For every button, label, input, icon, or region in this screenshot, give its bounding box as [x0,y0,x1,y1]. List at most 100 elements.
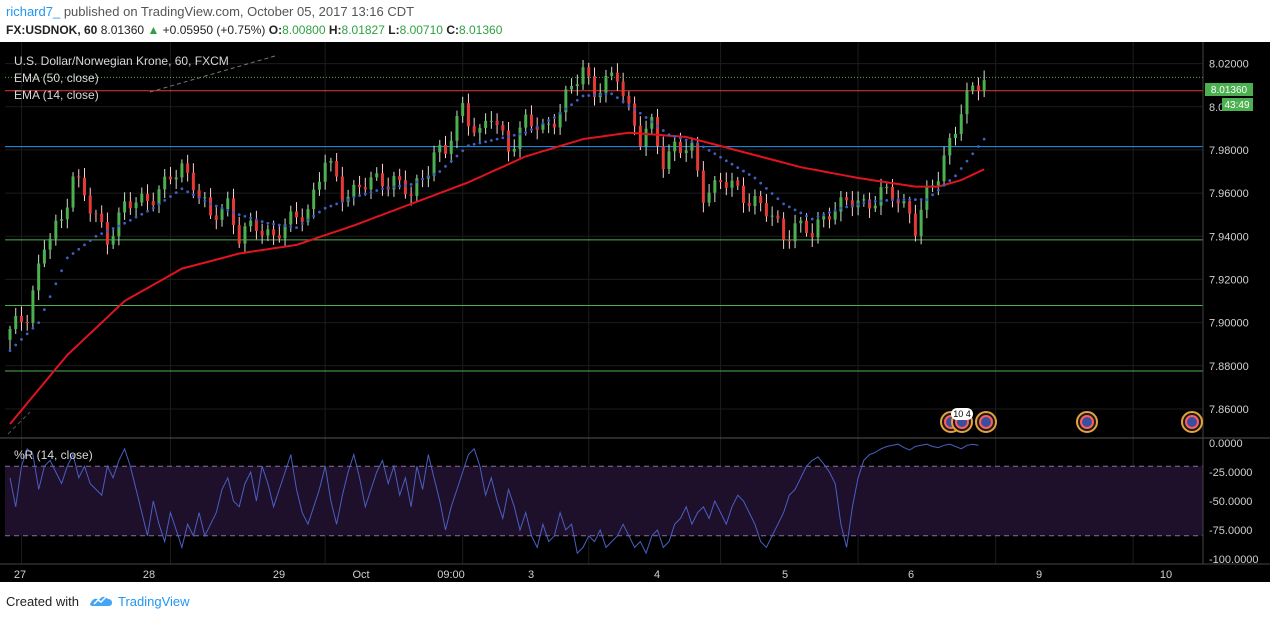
ema14-dot [220,206,224,210]
ema14-dot [713,152,717,156]
candle-body [822,216,826,220]
candle-body [312,189,316,210]
wr-tick-label: -25.0000 [1209,467,1252,479]
ema14-dot [696,142,700,145]
ema14-dot [295,226,298,230]
ema14-dot [432,172,436,176]
ema14-dot [484,140,488,144]
time-tick-label: 28 [143,569,155,581]
candle-body [570,86,574,90]
candle-body [191,172,195,191]
candle-body [48,238,52,250]
candle-body [638,125,642,147]
ema14-dot [936,188,940,192]
candle-body [799,220,803,224]
ema14-dot [88,239,92,242]
ema14-dot [71,252,75,255]
ema14-dot [123,221,127,225]
candle-body [163,176,167,190]
ema14-dot [106,229,109,233]
ema14-dot [111,227,115,230]
ema14-dot [530,128,533,132]
author-link[interactable]: richard7_ [6,4,61,19]
candle-body [954,133,958,139]
ema14-dot [20,338,23,341]
candle-body [358,184,362,188]
candle-body [719,180,723,183]
tradingview-logo-icon[interactable] [88,592,114,608]
ema14-dot [318,210,321,214]
candle-body [633,103,637,126]
ema14-dot [879,199,883,203]
ema14-dot [197,196,201,200]
candle-body [810,233,814,238]
trend-line [149,55,276,93]
ema14-legend[interactable]: EMA (14, close) [14,88,99,102]
candle-body [581,67,585,85]
ema14-dot [564,107,568,111]
up-arrow-icon: ▲ [147,23,160,37]
price-tick-label: 7.96000 [1209,188,1249,200]
ema14-dot [409,183,413,186]
ema14-dot [885,199,889,202]
candle-body [690,142,694,151]
candle-body [621,81,625,96]
ema14-dot [558,111,562,115]
symbol-label[interactable]: FX:USDNOK, 60 [6,23,98,37]
ema14-dot [891,198,894,202]
candle-body [604,75,608,93]
candle-body [965,90,969,115]
ema14-dot [965,159,969,163]
ema14-dot [277,223,281,227]
high-value: 8.01827 [341,23,385,37]
candle-body [403,180,407,195]
candle-body [88,195,92,214]
price-tick-label: 7.92000 [1209,274,1249,286]
candle-body [753,196,757,207]
candle-body [942,155,946,182]
candle-body [484,120,488,128]
ema14-dot [627,104,631,107]
price-tick-label: 7.98000 [1209,145,1249,157]
candle-body [873,205,877,209]
candle-body [827,216,831,220]
ema14-dot [151,206,155,210]
candle-body [432,152,436,176]
ema14-dot [616,96,619,100]
close-value: 8.01360 [458,23,503,37]
horizontal-levels [5,90,1203,372]
ema14-dot [770,192,774,195]
ema14-dot [398,184,402,188]
candle-body [736,180,740,186]
ema14-dot [438,170,442,173]
ema14-dot [37,321,41,325]
ema14-dot [667,133,671,137]
candle-body [37,263,41,291]
tradingview-link[interactable]: TradingView [118,594,190,609]
candle-body [793,223,797,242]
candle-body [335,161,339,177]
williams-r-legend[interactable]: %R (14, close) [14,448,93,462]
chart-area[interactable]: 8.020008.000007.980007.960007.940007.920… [0,42,1270,582]
candle-body [295,211,299,218]
candle-body [564,89,568,113]
candle-body [890,186,894,200]
ema14-dot [948,179,952,182]
candle-body [449,140,453,154]
candle-body [186,163,190,173]
time-tick-label: 4 [654,569,660,581]
ema50-legend[interactable]: EMA (50, close) [14,71,99,85]
candle-body [644,128,648,147]
ema14-dot [501,136,505,140]
candle-body [730,180,734,188]
candle-body [220,209,224,220]
ema14-dot [730,162,734,166]
candle-body [541,123,545,130]
candle-body [879,187,883,206]
published-text: published on TradingView.com, October 05… [63,4,415,19]
candle-body [833,211,837,220]
chart-canvas[interactable]: 8.020008.000007.980007.960007.940007.920… [0,42,1270,582]
ema14-dot [742,169,745,173]
ema14-dot [833,208,837,212]
ema14-dot [782,202,785,206]
